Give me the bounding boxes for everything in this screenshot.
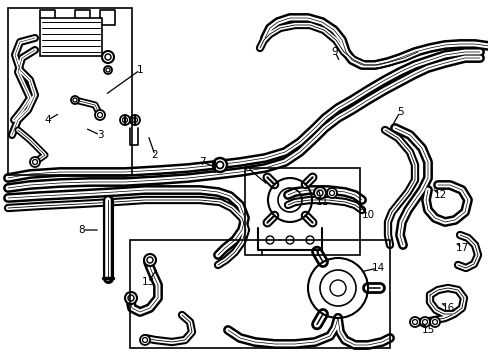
Text: 2: 2 <box>151 150 158 160</box>
Text: 11: 11 <box>315 197 328 207</box>
Circle shape <box>213 158 226 172</box>
Circle shape <box>104 66 112 74</box>
Circle shape <box>125 292 137 304</box>
Circle shape <box>30 157 40 167</box>
Circle shape <box>130 115 140 125</box>
Text: 7: 7 <box>198 157 205 167</box>
Circle shape <box>313 187 325 199</box>
Text: 13: 13 <box>141 277 154 287</box>
Circle shape <box>102 51 114 63</box>
Text: 3: 3 <box>97 130 103 140</box>
Text: 1: 1 <box>137 65 143 75</box>
Text: 14: 14 <box>370 263 384 273</box>
Bar <box>8 8 132 175</box>
Bar <box>244 168 359 255</box>
Text: 16: 16 <box>441 303 454 313</box>
Text: 15: 15 <box>421 325 434 335</box>
Text: 17: 17 <box>454 243 468 253</box>
Circle shape <box>429 317 439 327</box>
Circle shape <box>409 317 419 327</box>
Text: 9: 9 <box>331 47 338 57</box>
Circle shape <box>95 110 105 120</box>
Circle shape <box>120 115 130 125</box>
Circle shape <box>140 335 150 345</box>
Text: 12: 12 <box>432 190 446 200</box>
Text: 8: 8 <box>79 225 85 235</box>
Text: 10: 10 <box>361 210 374 220</box>
Circle shape <box>326 188 336 198</box>
Bar <box>40 18 102 56</box>
Circle shape <box>143 254 156 266</box>
Circle shape <box>419 317 429 327</box>
Circle shape <box>71 96 79 104</box>
Text: 5: 5 <box>396 107 403 117</box>
Text: 4: 4 <box>44 115 51 125</box>
Bar <box>130 240 389 348</box>
Text: 6: 6 <box>244 163 251 173</box>
